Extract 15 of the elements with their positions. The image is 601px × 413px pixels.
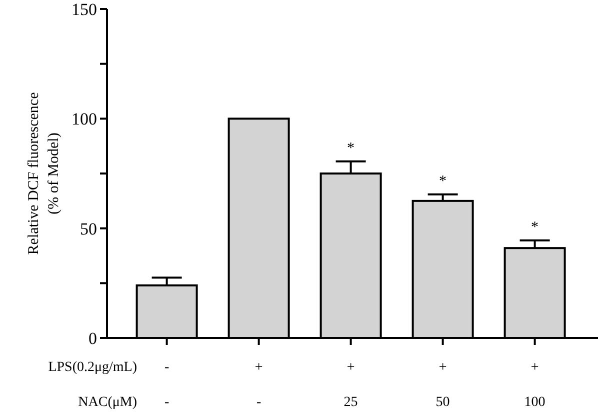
y-tick-label: 150 [72, 0, 97, 19]
y-tick-label: 100 [72, 110, 97, 129]
category-label: + 25 [344, 360, 358, 410]
category-label: + - [254, 360, 263, 410]
category-label: + 50 [436, 360, 450, 410]
category-label: + 100 [524, 360, 546, 410]
text: LPS(0.2μg/mL) [48, 360, 138, 375]
data-label: * [347, 140, 355, 156]
y-tick-label: 0 [88, 328, 97, 348]
y-axis-title: Relative DCF fluorescence (% of Model) [26, 92, 62, 255]
category-label: - - [164, 360, 170, 410]
y-tick-label: 50 [80, 219, 97, 238]
data-label: * [439, 173, 447, 190]
text: NAC(μM) [78, 394, 138, 410]
data-label: * [531, 219, 539, 236]
